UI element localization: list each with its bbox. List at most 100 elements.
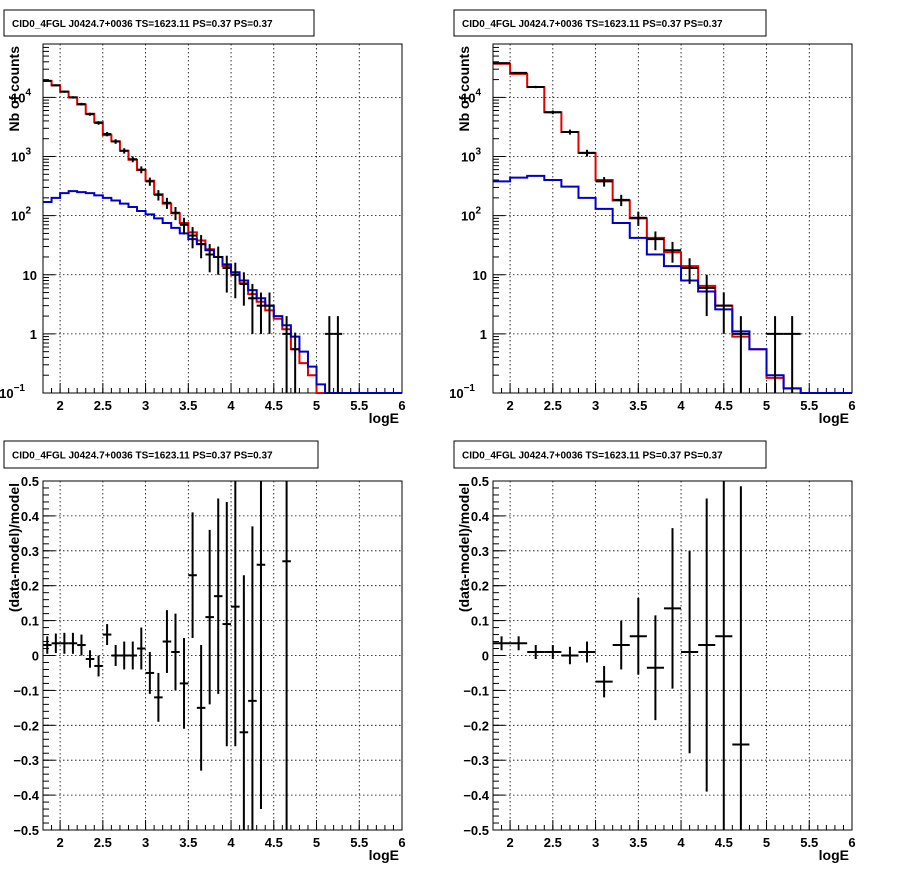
x-axis-label: logE: [369, 847, 399, 863]
x-tick-label: 4.5: [715, 398, 733, 413]
title-box: [3, 9, 315, 37]
y-tick-exponent: 4: [25, 87, 31, 98]
x-tick-label: 3.5: [629, 398, 647, 413]
x-tick-label: 2.5: [544, 835, 562, 850]
y-tick-exponent: 3: [25, 147, 31, 158]
x-tick-label: 5: [313, 398, 320, 413]
x-tick-label: 6: [398, 398, 405, 413]
plot-area: [492, 43, 853, 394]
x-tick-label: 2.5: [544, 398, 562, 413]
y-tick-label: 10: [23, 268, 37, 283]
x-tick-label: 6: [848, 835, 855, 850]
x-tick-label: 3.5: [179, 835, 197, 850]
y-tick-label: 0.2: [21, 579, 39, 594]
x-tick-label: 5: [313, 835, 320, 850]
y-tick-label: 0.1: [471, 614, 489, 629]
x-axis-label: logE: [819, 847, 849, 863]
chart-panel-4: CID0_4FGL J0424.7+0036 TS=1623.11 PS=0.3…: [453, 440, 856, 863]
chart-title: CID0_4FGL J0424.7+0036 TS=1623.11 PS=0.3…: [12, 19, 273, 30]
x-axis-label: logE: [819, 410, 849, 426]
y-tick-label: −0.3: [463, 753, 489, 768]
y-tick-label: 0.3: [21, 544, 39, 559]
x-tick-label: 5.5: [800, 398, 818, 413]
y-axis-label: Nb of counts: [456, 46, 472, 132]
y-tick-label: 102: [461, 206, 481, 224]
y-tick-label: 0.3: [471, 544, 489, 559]
y-tick-label: 0.5: [21, 474, 39, 489]
x-tick-label: 6: [398, 835, 405, 850]
y-tick-label: −0.5: [13, 823, 39, 838]
y-tick-label: 103: [11, 147, 31, 165]
x-tick-label: 2: [506, 835, 513, 850]
x-tick-label: 2: [506, 398, 513, 413]
y-tick-label: 10: [473, 268, 487, 283]
y-tick-label: 1: [480, 327, 487, 342]
x-tick-label: 2.5: [94, 835, 112, 850]
chart-title: CID0_4FGL J0424.7+0036 TS=1623.11 PS=0.3…: [462, 451, 723, 462]
chart-panel-3: CID0_4FGL J0424.7+0036 TS=1623.11 PS=0.3…: [3, 440, 406, 863]
y-tick-label: 0.4: [471, 509, 490, 524]
y-tick-label: −0.3: [13, 753, 39, 768]
y-tick-label: −0.4: [463, 788, 489, 803]
plot-area: [42, 480, 403, 831]
y-tick-exponent: 2: [475, 206, 481, 217]
model_background-histogram: [43, 190, 402, 394]
title-box: [453, 440, 767, 469]
y-tick-exponent: 2: [25, 206, 31, 217]
y-tick-label: −0.5: [463, 823, 489, 838]
y-axis-label: (data-model)/model: [6, 483, 22, 612]
y-tick-label: −0.2: [463, 718, 489, 733]
y-tick-label: 102: [11, 206, 31, 224]
x-tick-label: 3: [592, 398, 599, 413]
y-tick-label: 0.1: [21, 614, 39, 629]
chart-panel-1: CID0_4FGL J0424.7+0036 TS=1623.11 PS=0.3…: [0, 9, 406, 426]
x-tick-label: 5.5: [800, 835, 818, 850]
y-tick-exponent: −1: [14, 383, 26, 394]
y-tick-label: 10−1: [0, 383, 25, 401]
y-tick-exponent: 3: [475, 147, 481, 158]
y-axis-label: (data-model)/model: [456, 483, 472, 612]
x-tick-label: 5.5: [350, 835, 368, 850]
x-tick-label: 4: [677, 398, 685, 413]
y-tick-label: 103: [461, 147, 481, 165]
x-axis-label: logE: [369, 410, 399, 426]
x-tick-label: 3: [592, 835, 599, 850]
x-tick-label: 5: [763, 398, 770, 413]
chart-title: CID0_4FGL J0424.7+0036 TS=1623.11 PS=0.3…: [462, 19, 723, 30]
x-tick-label: 4.5: [715, 835, 733, 850]
x-tick-label: 5: [763, 835, 770, 850]
x-tick-label: 3: [142, 835, 149, 850]
y-tick-label: 0.5: [471, 474, 489, 489]
y-tick-label: −0.2: [13, 718, 39, 733]
x-tick-label: 2.5: [94, 398, 112, 413]
x-tick-label: 4.5: [265, 398, 283, 413]
y-tick-label: −0.1: [463, 683, 489, 698]
title-box: [3, 440, 319, 469]
x-tick-label: 6: [848, 398, 855, 413]
x-tick-label: 4.5: [265, 835, 283, 850]
y-tick-label: −0.1: [13, 683, 39, 698]
y-tick-exponent: 4: [475, 87, 481, 98]
x-tick-label: 3.5: [629, 835, 647, 850]
x-tick-label: 2: [56, 835, 63, 850]
y-tick-exponent: −1: [464, 383, 476, 394]
x-tick-label: 4: [227, 398, 235, 413]
y-tick-label: 0.4: [21, 509, 40, 524]
x-tick-label: 4: [227, 835, 235, 850]
y-axis-label: Nb of counts: [6, 46, 22, 132]
chart-title: CID0_4FGL J0424.7+0036 TS=1623.11 PS=0.3…: [12, 451, 273, 462]
x-tick-label: 5.5: [350, 398, 368, 413]
x-tick-label: 3: [142, 398, 149, 413]
x-tick-label: 3.5: [179, 398, 197, 413]
title-box: [453, 9, 767, 37]
y-tick-label: 0: [482, 649, 489, 664]
x-tick-label: 2: [56, 398, 63, 413]
y-tick-label: 1: [30, 327, 37, 342]
x-tick-label: 4: [677, 835, 685, 850]
chart-panel-2: CID0_4FGL J0424.7+0036 TS=1623.11 PS=0.3…: [449, 9, 856, 426]
y-tick-label: 10−1: [449, 383, 475, 401]
plot-area: [42, 43, 403, 394]
y-tick-label: 0.2: [471, 579, 489, 594]
y-tick-label: 0: [32, 649, 39, 664]
